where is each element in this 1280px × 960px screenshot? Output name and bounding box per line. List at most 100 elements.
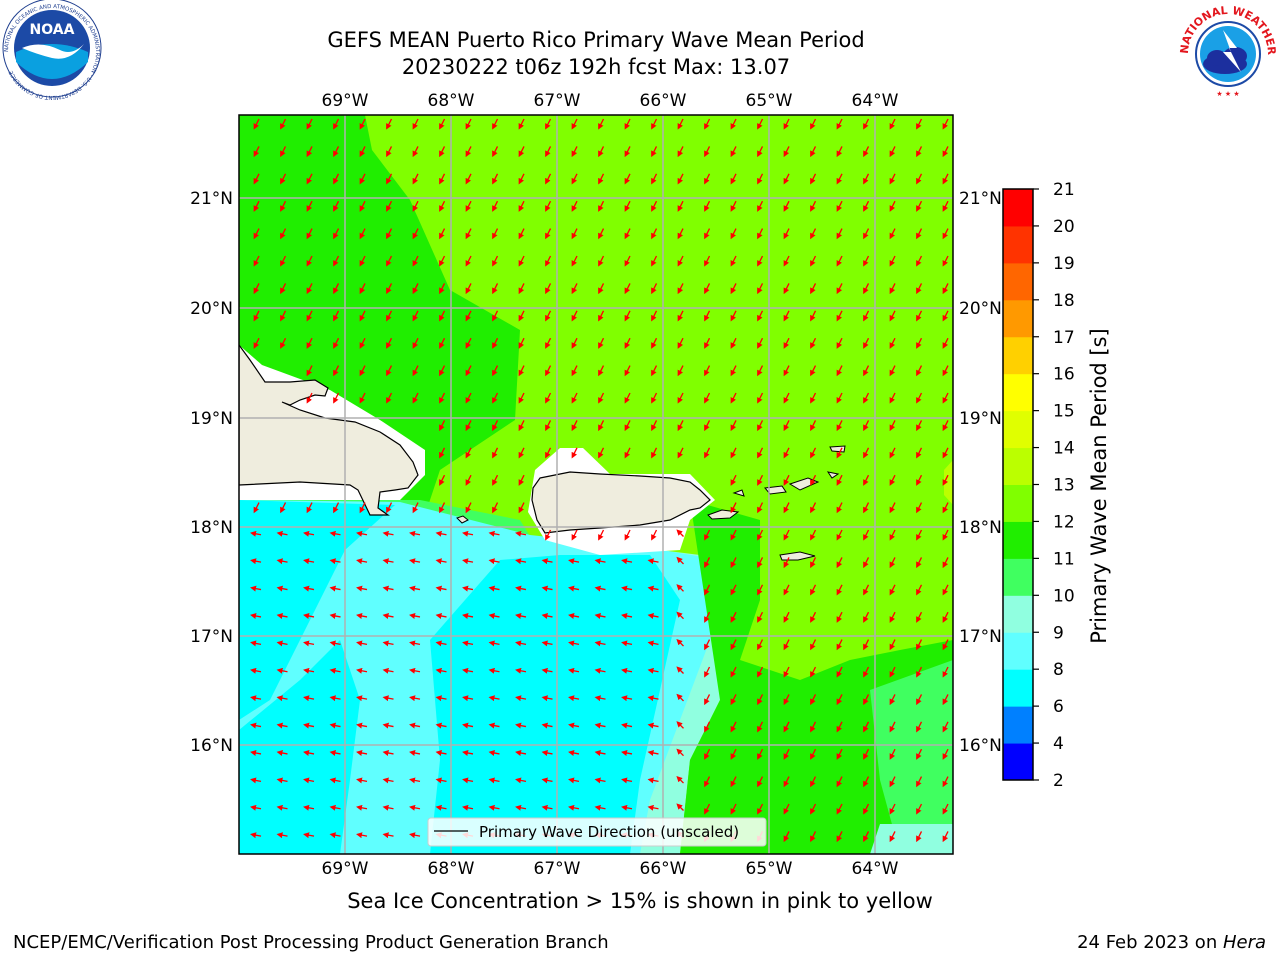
- wave-arrow: [624, 529, 631, 541]
- wave-arrow: [386, 502, 393, 514]
- lat-label-right-18n: 18°N: [959, 518, 1002, 538]
- wave-arrow: [492, 420, 499, 432]
- map-panel: [239, 115, 953, 854]
- wave-arrow: [651, 310, 658, 322]
- wave-arrow: [704, 283, 711, 295]
- wave-arrow: [250, 695, 262, 702]
- wave-arrow: [863, 694, 870, 706]
- wave-arrow: [462, 804, 474, 811]
- wave-arrow: [303, 777, 315, 784]
- wave-arrow: [942, 502, 949, 514]
- wave-arrow: [435, 722, 447, 729]
- wave-arrow: [359, 337, 366, 349]
- wave-arrow: [492, 146, 499, 158]
- wave-arrow: [651, 283, 658, 295]
- wave-arrow: [810, 748, 817, 760]
- wave-arrow: [435, 804, 447, 811]
- wave-arrow: [677, 447, 684, 459]
- wave-arrow: [942, 694, 949, 706]
- colorbar-segment: [1003, 447, 1033, 485]
- wave-arrow: [359, 173, 366, 185]
- wave-arrow: [329, 558, 341, 565]
- wave-arrow: [783, 803, 790, 815]
- wave-arrow: [836, 365, 843, 377]
- wave-arrow: [836, 666, 843, 678]
- wave-arrow: [382, 613, 394, 619]
- wave-arrow: [492, 365, 499, 377]
- wave-arrow: [465, 310, 472, 322]
- wave-arrow: [545, 283, 552, 295]
- wave-arrow: [916, 337, 923, 349]
- wave-arrow: [439, 420, 446, 432]
- wave-arrow: [333, 310, 340, 322]
- lon-label-bottom-64w: 64°W: [852, 859, 899, 879]
- colorbar-segment: [1003, 484, 1033, 522]
- wave-arrow: [306, 255, 313, 267]
- wave-arrow: [356, 750, 368, 756]
- wave-arrow: [783, 831, 790, 843]
- wave-arrow: [488, 804, 500, 811]
- lat-label-left-20n: 20°N: [190, 299, 233, 319]
- wave-arrow: [621, 722, 633, 729]
- wave-arrow: [889, 365, 896, 377]
- wave-arrow: [810, 365, 817, 377]
- wave-arrow: [863, 310, 870, 322]
- wave-arrow: [836, 694, 843, 706]
- wave-arrow: [783, 200, 790, 212]
- wave-arrow: [594, 613, 606, 619]
- wave-arrow: [704, 146, 711, 158]
- mona-island: [456, 515, 469, 524]
- wave-arrow: [889, 666, 896, 678]
- wave-arrow: [465, 447, 472, 459]
- wave-arrow: [253, 283, 260, 295]
- wave-arrow: [621, 750, 633, 756]
- wave-arrow: [250, 667, 262, 674]
- wave-arrow: [651, 200, 658, 212]
- wave-arrow: [651, 255, 658, 267]
- wave-arrow: [647, 640, 659, 647]
- wave-arrow: [568, 613, 580, 619]
- lat-label-right-17n: 17°N: [959, 627, 1002, 647]
- wave-arrow: [545, 173, 552, 185]
- wave-arrow: [412, 173, 419, 185]
- colorbar-segment: [1003, 410, 1033, 449]
- wave-arrow: [757, 666, 764, 678]
- wave-arrow: [409, 613, 421, 619]
- wave-arrow: [386, 310, 393, 322]
- wave-arrow: [518, 173, 525, 185]
- wave-arrow: [757, 611, 764, 623]
- wave-arrow: [677, 173, 684, 185]
- colorbar-segment: [1003, 743, 1033, 781]
- period-9-10-region-east: [870, 824, 953, 854]
- wave-arrow: [730, 310, 737, 322]
- wave-arrow: [810, 694, 817, 706]
- wave-arrow: [730, 474, 737, 486]
- wave-arrow: [783, 611, 790, 623]
- wave-arrow: [810, 529, 817, 541]
- wave-arrow: [916, 474, 923, 486]
- wave-arrow: [276, 640, 288, 647]
- wave-arrow: [518, 337, 525, 349]
- wave-arrow: [465, 228, 472, 240]
- wave-arrow: [783, 228, 790, 240]
- wave-arrow: [916, 392, 923, 404]
- wave-arrow: [598, 392, 605, 404]
- wave-arrow: [488, 722, 500, 729]
- wave-arrow: [836, 146, 843, 158]
- wave-arrow: [253, 310, 260, 322]
- wave-arrow: [810, 118, 817, 130]
- wave-arrow: [333, 255, 340, 267]
- wave-arrow: [810, 146, 817, 158]
- lon-label-bottom-68w: 68°W: [428, 859, 475, 879]
- lon-label-bottom-66w: 66°W: [640, 859, 687, 879]
- wave-arrow: [647, 667, 659, 674]
- wave-arrow: [621, 613, 633, 619]
- wave-arrow: [757, 748, 764, 760]
- lat-label-left-17n: 17°N: [190, 627, 233, 647]
- wave-arrow: [276, 695, 288, 702]
- wave-arrow: [439, 283, 446, 295]
- wave-arrow: [280, 502, 287, 514]
- wave-arrow: [439, 228, 446, 240]
- wave-arrow: [863, 748, 870, 760]
- wave-arrow: [329, 750, 341, 756]
